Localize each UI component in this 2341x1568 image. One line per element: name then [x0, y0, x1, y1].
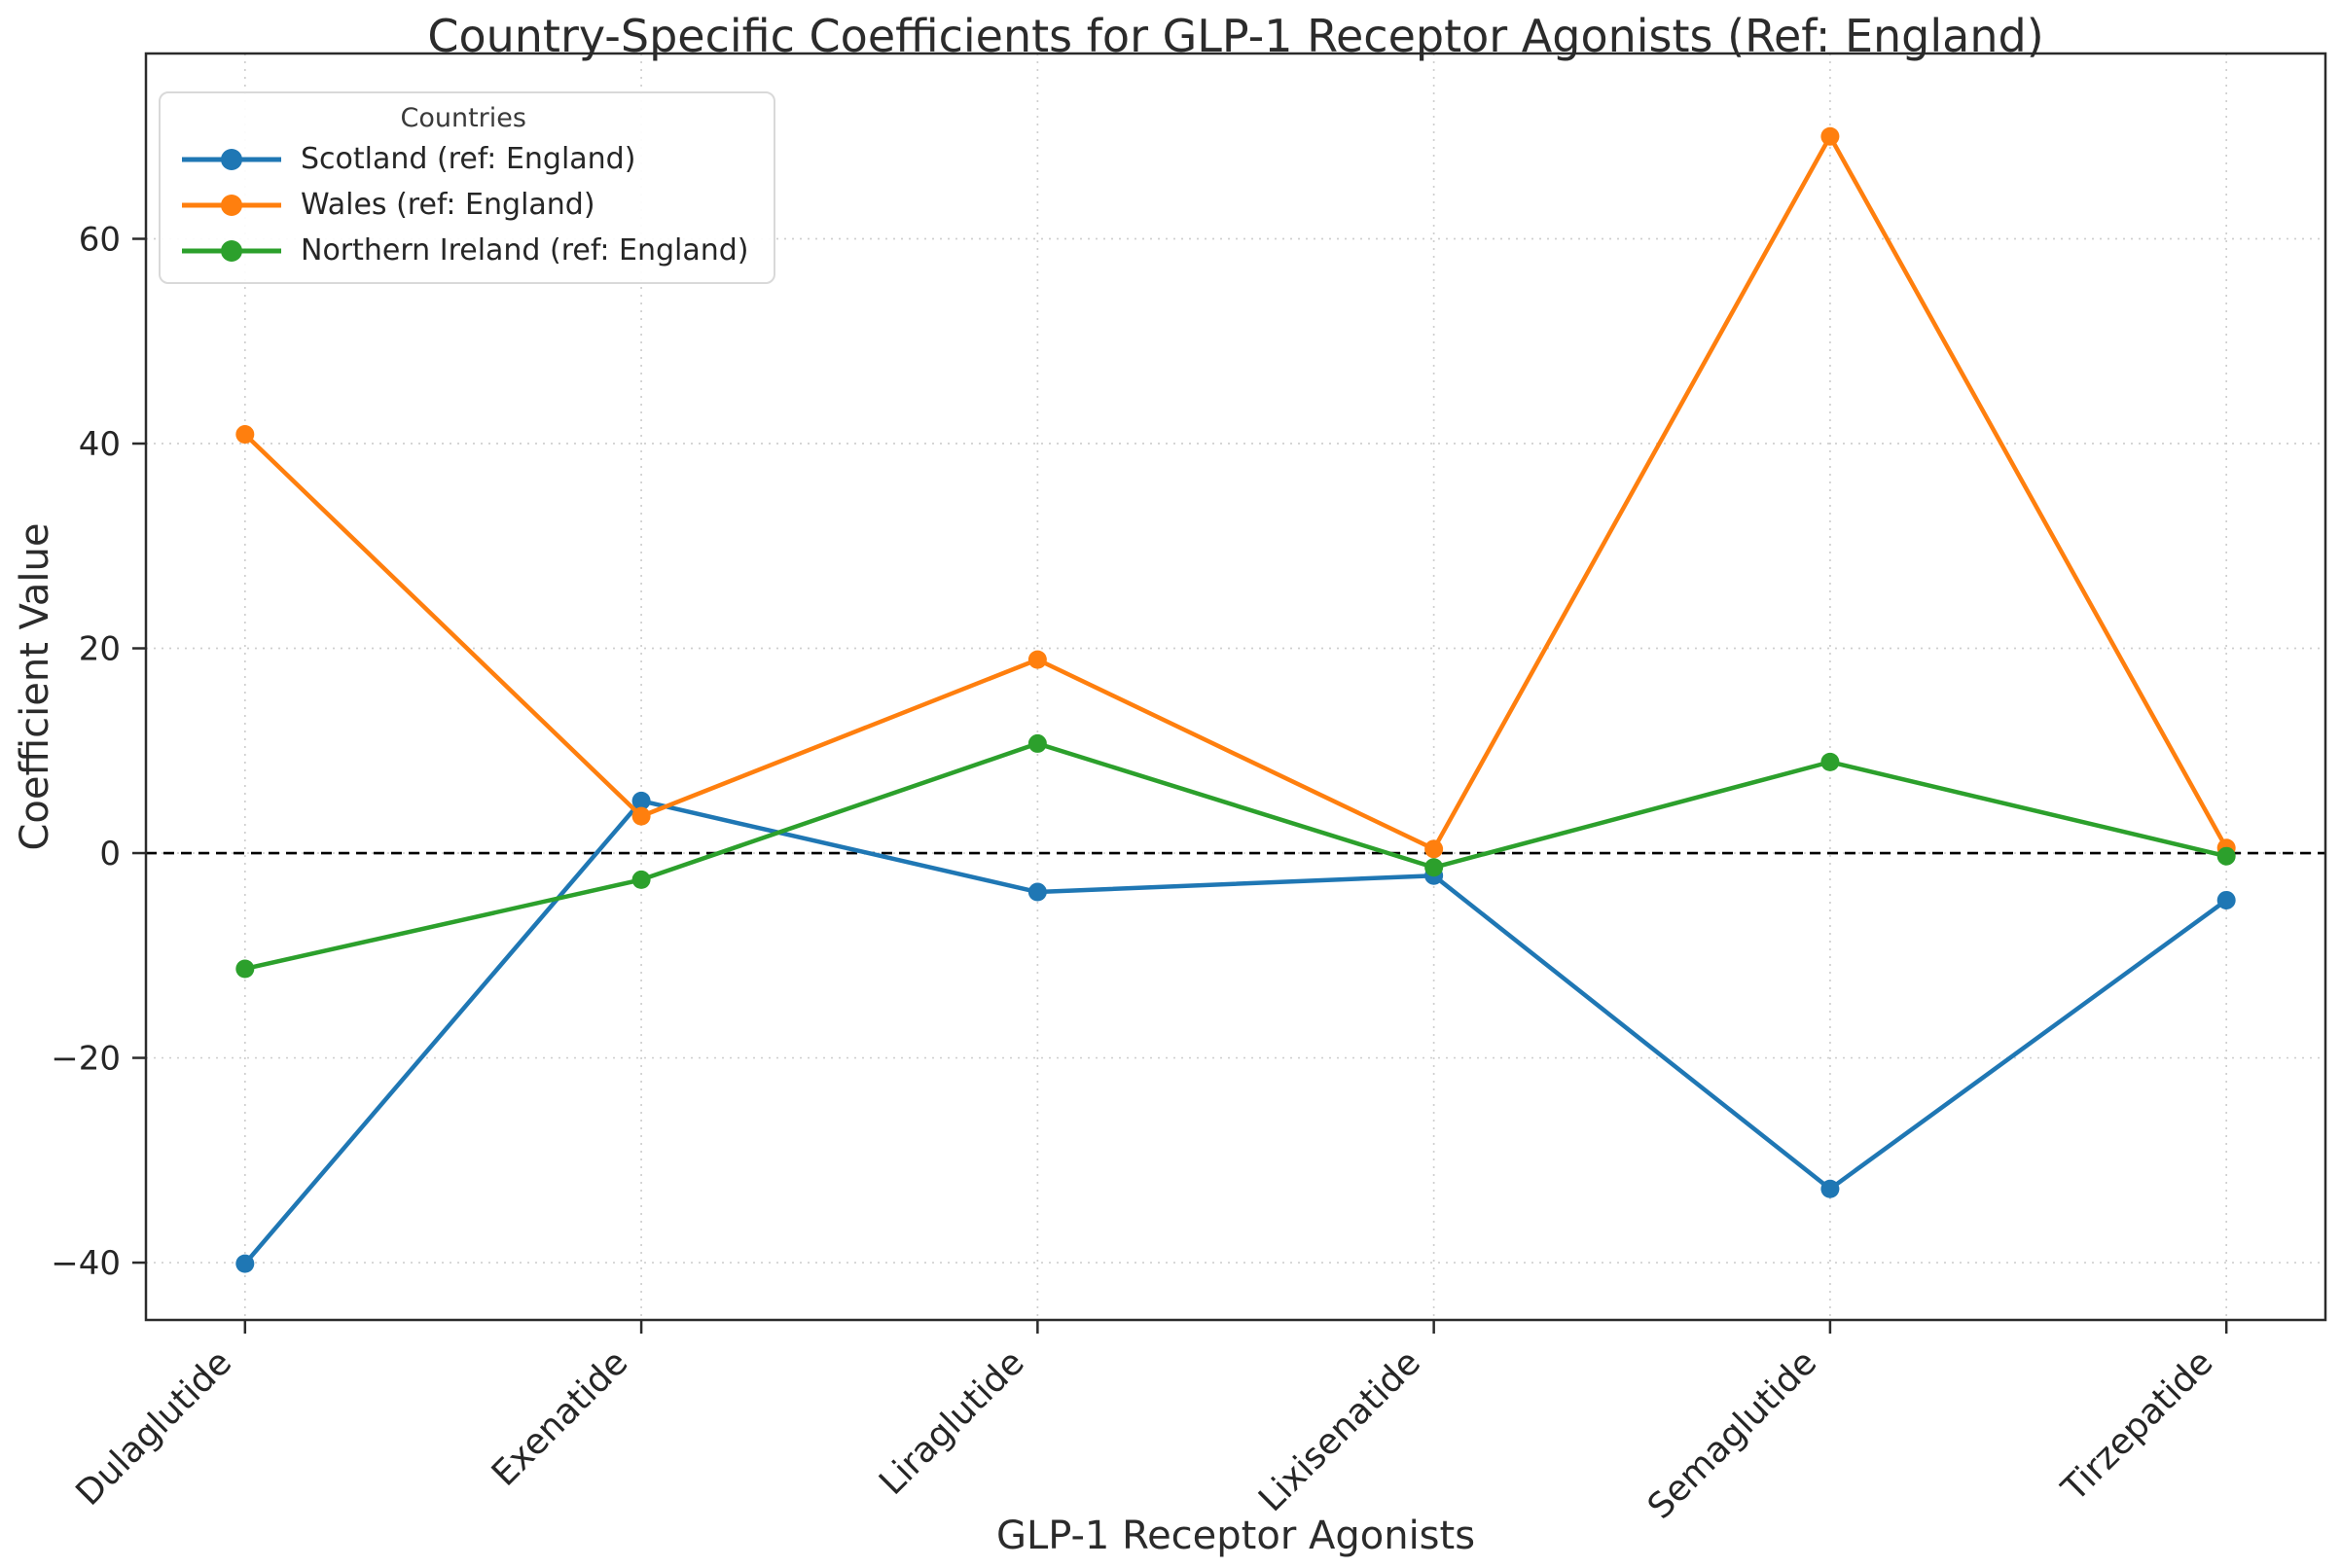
- y-tick-label: 40: [79, 425, 121, 464]
- chart-title: Country-Specific Coefficients for GLP-1 …: [427, 10, 2044, 62]
- legend-item-wales: Wales (ref: England): [178, 189, 748, 221]
- data-point-northern-ireland-ref-england-semaglutide: [1820, 752, 1840, 771]
- legend-item-scotland: Scotland (ref: England): [178, 143, 748, 175]
- data-point-scotland-ref-england-exenatide: [631, 791, 651, 810]
- x-tick-label-tirzepatide: Tirzepatide: [2054, 1342, 2221, 1510]
- data-point-northern-ireland-ref-england-exenatide: [631, 870, 651, 889]
- legend-line-marker-icon: [182, 148, 281, 170]
- data-point-wales-ref-england-dulaglutide: [235, 425, 255, 445]
- y-tick-label: −40: [51, 1244, 121, 1283]
- series-line-northern-ireland-ref-england: [242, 741, 2229, 972]
- legend-line-marker-icon: [182, 239, 281, 262]
- y-tick-label: −20: [51, 1040, 121, 1079]
- legend-title: Countries: [400, 103, 526, 133]
- legend-label: Northern Ireland (ref: England): [301, 233, 749, 267]
- legend-label: Wales (ref: England): [301, 188, 595, 222]
- data-point-wales-ref-england-lixisenatide: [1424, 839, 1444, 859]
- data-point-scotland-ref-england-semaglutide: [1820, 1179, 1840, 1198]
- x-axis-label: GLP-1 Receptor Agonists: [995, 1514, 1476, 1558]
- data-point-northern-ireland-ref-england-tirzepatide: [2216, 846, 2236, 866]
- data-point-wales-ref-england-liraglutide: [1027, 650, 1047, 669]
- y-tick-label: 0: [99, 835, 121, 873]
- data-point-scotland-ref-england-liraglutide: [1027, 882, 1047, 902]
- legend-item-northern-ireland: Northern Ireland (ref: England): [178, 234, 748, 267]
- y-axis-label: Coefficient Value: [13, 522, 57, 851]
- x-tick-label-lixisenatide: Lixisenatide: [1251, 1342, 1428, 1519]
- series-line-wales-ref-england: [242, 134, 2229, 852]
- data-point-scotland-ref-england-dulaglutide: [235, 1254, 255, 1273]
- x-tick-label-semaglutide: Semaglutide: [1640, 1342, 1824, 1526]
- y-tick-label: 60: [79, 221, 121, 260]
- data-point-northern-ireland-ref-england-liraglutide: [1027, 733, 1047, 753]
- series-line-scotland-ref-england: [242, 799, 2229, 1266]
- data-point-wales-ref-england-semaglutide: [1820, 126, 1840, 146]
- x-tick-label-dulaglutide: Dulaglutide: [69, 1342, 240, 1514]
- y-tick-label: 20: [79, 630, 121, 669]
- data-point-scotland-ref-england-tirzepatide: [2216, 890, 2236, 909]
- legend-label: Scotland (ref: England): [301, 142, 636, 176]
- data-point-northern-ireland-ref-england-lixisenatide: [1424, 858, 1444, 877]
- legend: Countries Scotland (ref: England) Wales …: [159, 91, 776, 284]
- x-tick-label-liraglutide: Liraglutide: [872, 1342, 1032, 1503]
- x-tick-label-exenatide: Exenatide: [485, 1342, 636, 1494]
- data-point-northern-ireland-ref-england-dulaglutide: [235, 959, 255, 979]
- legend-line-marker-icon: [182, 194, 281, 216]
- plot-frame: [144, 52, 2327, 1322]
- data-point-wales-ref-england-exenatide: [631, 806, 651, 826]
